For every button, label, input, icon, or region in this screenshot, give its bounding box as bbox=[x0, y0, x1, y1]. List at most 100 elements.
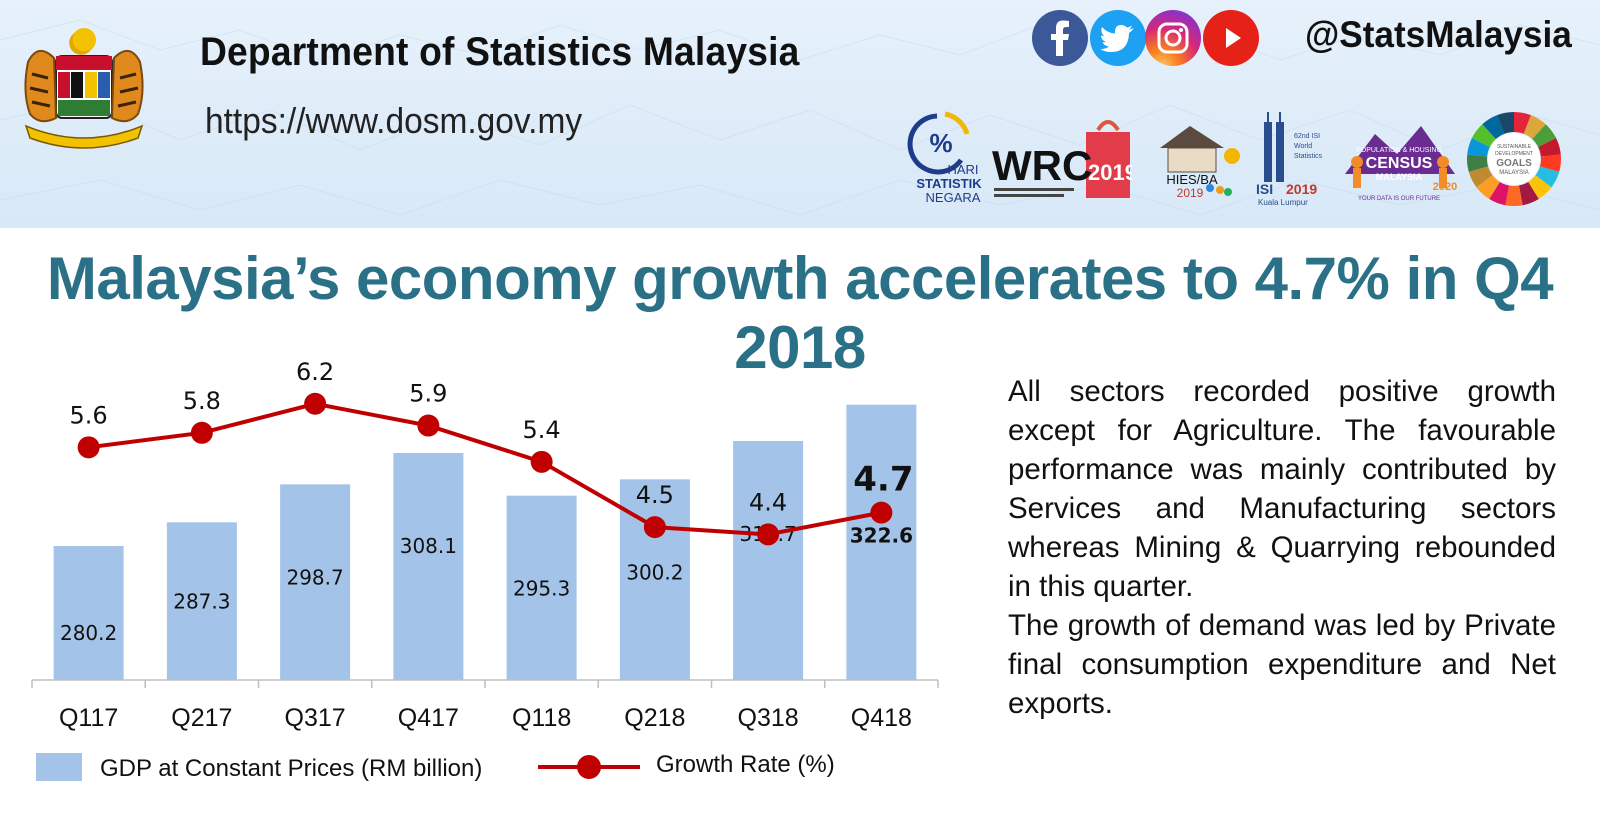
x-tick-label: Q317 bbox=[285, 704, 346, 732]
isi-2019-logo: 62nd ISI World Statistics ISI 2019 Kuala… bbox=[1256, 112, 1323, 207]
growth-rate-label: 6.2 bbox=[296, 358, 334, 386]
census-year: 2020 bbox=[1433, 181, 1457, 193]
growth-rate-label: 4.7 bbox=[853, 460, 913, 500]
instagram-icon[interactable] bbox=[1145, 10, 1201, 66]
social-handle[interactable]: @StatsMalaysia bbox=[1305, 14, 1572, 55]
summary-paragraph-1: All sectors recorded positive growth exc… bbox=[1008, 375, 1556, 603]
growth-rate-point-Q117 bbox=[77, 436, 100, 459]
org-url-link[interactable]: https://www.dosm.gov.my bbox=[205, 100, 583, 141]
growth-rate-point-Q417 bbox=[417, 414, 440, 437]
svg-text:%: % bbox=[929, 128, 952, 158]
legend-gdp-swatch bbox=[36, 753, 82, 781]
sdg-wheel-segment bbox=[1467, 138, 1490, 157]
gdp-bar-Q317 bbox=[280, 484, 351, 680]
negara-label: NEGARA bbox=[926, 190, 981, 205]
sdg-wheel-segment bbox=[1468, 166, 1493, 188]
sdg-malaysia-logo: SUSTAINABLE DEVELOPMENT GOALS MALAYSIA bbox=[1467, 112, 1561, 206]
gdp-bar-Q318 bbox=[733, 441, 804, 680]
growth-line-layer: 5.6 5.8 6.2 5.9 5.4 4.5 4.4 4.7 bbox=[70, 358, 913, 546]
svg-text:Statistics: Statistics bbox=[1294, 153, 1323, 160]
sdg-wheel-segment bbox=[1518, 181, 1539, 206]
x-tick-label: Q117 bbox=[59, 704, 118, 732]
hies-ba-2019-logo: HIES/BA 2019 bbox=[1160, 126, 1240, 200]
sdg-wheel-segment bbox=[1532, 124, 1557, 147]
svg-text:62nd ISI: 62nd ISI bbox=[1294, 133, 1320, 140]
legend-gdp-label: GDP at Constant Prices (RM billion) bbox=[100, 755, 482, 782]
hies-year: 2019 bbox=[1177, 186, 1204, 200]
census-top-label: POPULATION & HOUSING bbox=[1356, 147, 1442, 154]
x-tick-label: Q418 bbox=[851, 704, 912, 732]
gdp-value-label: 280.2 bbox=[60, 621, 117, 645]
summary-paragraph-2: The growth of demand was led by Private … bbox=[1008, 609, 1556, 720]
gdp-bar-Q418 bbox=[846, 404, 917, 680]
facebook-icon[interactable] bbox=[1032, 10, 1088, 66]
gdp-growth-chart: 280.2287.3298.7308.1295.3300.2311.7322.6… bbox=[31, 358, 939, 782]
gdp-value-label: 322.6 bbox=[850, 524, 913, 548]
sdg-line1: SUSTAINABLE bbox=[1497, 144, 1532, 150]
legend-growth-marker bbox=[577, 755, 601, 779]
growth-rate-line bbox=[88, 401, 882, 537]
growth-rate-label: 4.5 bbox=[636, 481, 674, 509]
x-tick-label: Q318 bbox=[738, 704, 799, 732]
x-tick-label: Q217 bbox=[171, 704, 232, 732]
sdg-wheel-segment bbox=[1538, 138, 1561, 157]
summary-text: All sectors recorded positive growth exc… bbox=[1008, 372, 1556, 723]
gdp-bar-Q117 bbox=[53, 546, 124, 680]
header-background-pattern bbox=[0, 19, 1600, 216]
growth-rate-point-Q318 bbox=[757, 523, 780, 546]
sdg-wheel-segment bbox=[1505, 185, 1523, 206]
x-tick-label: Q218 bbox=[624, 704, 685, 732]
isi-city: Kuala Lumpur bbox=[1258, 198, 1308, 207]
legend-growth-label: Growth Rate (%) bbox=[656, 751, 835, 778]
gdp-value-label: 308.1 bbox=[400, 534, 457, 558]
svg-text:World: World bbox=[1294, 143, 1312, 150]
wrc-label: WRC bbox=[992, 142, 1092, 189]
census-sub-label: MALAYSIA bbox=[1376, 172, 1423, 182]
gdp-value-label: 300.2 bbox=[626, 560, 683, 584]
sdg-wheel-segment bbox=[1523, 115, 1546, 140]
sdg-wheel-segment bbox=[1535, 166, 1560, 188]
org-name: Department of Statistics Malaysia bbox=[200, 30, 800, 74]
sdg-wheel-segment bbox=[1528, 175, 1552, 199]
growth-rate-label: 5.9 bbox=[409, 380, 447, 408]
chart-legend: GDP at Constant Prices (RM billion) Growt… bbox=[36, 751, 835, 782]
youtube-icon[interactable] bbox=[1203, 10, 1259, 66]
growth-rate-label: 5.4 bbox=[523, 416, 561, 444]
wrc-2019-logo: WRC 2019 bbox=[992, 120, 1132, 198]
gdp-value-label: 287.3 bbox=[173, 589, 230, 613]
wrc-year: 2019 bbox=[1088, 160, 1132, 185]
twitter-icon[interactable] bbox=[1090, 10, 1146, 66]
malaysia-crest-logo bbox=[24, 28, 144, 149]
gdp-bar-Q118 bbox=[506, 495, 577, 680]
sdg-wheel-segment bbox=[1471, 124, 1496, 147]
sdg-wheel-segment bbox=[1489, 181, 1510, 206]
census-label: CENSUS bbox=[1366, 155, 1433, 172]
growth-rate-label: 4.4 bbox=[749, 488, 787, 516]
gdp-bar-Q217 bbox=[166, 522, 237, 680]
growth-rate-point-Q418 bbox=[870, 501, 893, 524]
growth-rate-point-Q218 bbox=[643, 516, 666, 539]
sdg-wheel-segment bbox=[1467, 154, 1489, 172]
statistik-label: STATISTIK bbox=[916, 176, 982, 191]
sdg-line4: MALAYSIA bbox=[1499, 170, 1529, 176]
sdg-wheel-segment bbox=[1476, 175, 1500, 199]
growth-rate-point-Q217 bbox=[190, 421, 213, 444]
sdg-wheel-segment bbox=[1514, 112, 1531, 134]
sdg-line3: GOALS bbox=[1496, 158, 1532, 169]
hies-label: HIES/BA bbox=[1166, 172, 1218, 187]
page-title: Malaysia’s economy growth accelerates to… bbox=[46, 245, 1554, 381]
sdg-wheel-segment bbox=[1539, 154, 1561, 172]
census-tag: YOUR DATA IS OUR FUTURE bbox=[1358, 196, 1440, 202]
isi-year: 2019 bbox=[1286, 181, 1317, 197]
census-malaysia-2020-logo: POPULATION & HOUSING CENSUS MALAYSIA 202… bbox=[1345, 126, 1457, 202]
sdg-wheel-segment bbox=[1482, 115, 1505, 140]
hari-label: HARI bbox=[947, 162, 978, 177]
growth-rate-point-Q317 bbox=[304, 392, 327, 415]
x-tick-label: Q417 bbox=[398, 704, 459, 732]
gdp-value-label: 295.3 bbox=[513, 577, 570, 601]
isi-label: ISI bbox=[1256, 181, 1273, 197]
growth-rate-label: 5.6 bbox=[70, 401, 108, 429]
growth-rate-point-Q118 bbox=[530, 450, 553, 473]
gdp-value-label: 298.7 bbox=[286, 565, 343, 589]
